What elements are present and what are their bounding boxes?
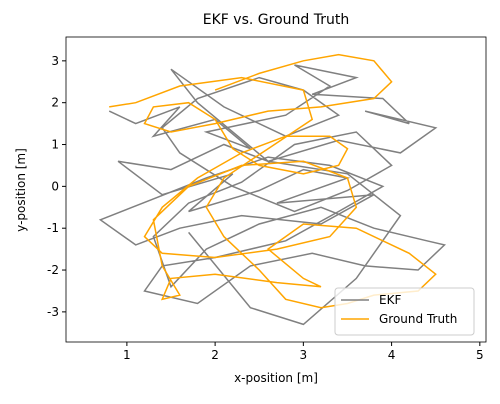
y-tick-label: -2 — [47, 263, 59, 277]
data-line — [98, 64, 447, 326]
x-tick-label: 5 — [476, 348, 484, 362]
legend-box — [334, 287, 475, 336]
data-line — [109, 53, 437, 309]
y-tick-label: 2 — [51, 96, 59, 110]
y-axis-label: y-position [m] — [14, 148, 28, 232]
legend-label: EKF — [379, 293, 401, 307]
x-tick-label: 1 — [123, 348, 131, 362]
y-tick-label: 0 — [51, 179, 59, 193]
x-tick-label: 2 — [211, 348, 219, 362]
plot-frame — [65, 36, 487, 343]
x-tick-label: 3 — [300, 348, 308, 362]
y-tick-label: 3 — [51, 54, 59, 68]
x-tick-label: 4 — [388, 348, 396, 362]
y-tick-label: 1 — [51, 138, 59, 152]
y-tick-label: -1 — [47, 221, 59, 235]
y-tick-label: -3 — [47, 305, 59, 319]
x-axis-label: x-position [m] — [234, 371, 318, 385]
legend-label: Ground Truth — [379, 312, 457, 326]
chart-title: EKF vs. Ground Truth — [203, 12, 349, 28]
